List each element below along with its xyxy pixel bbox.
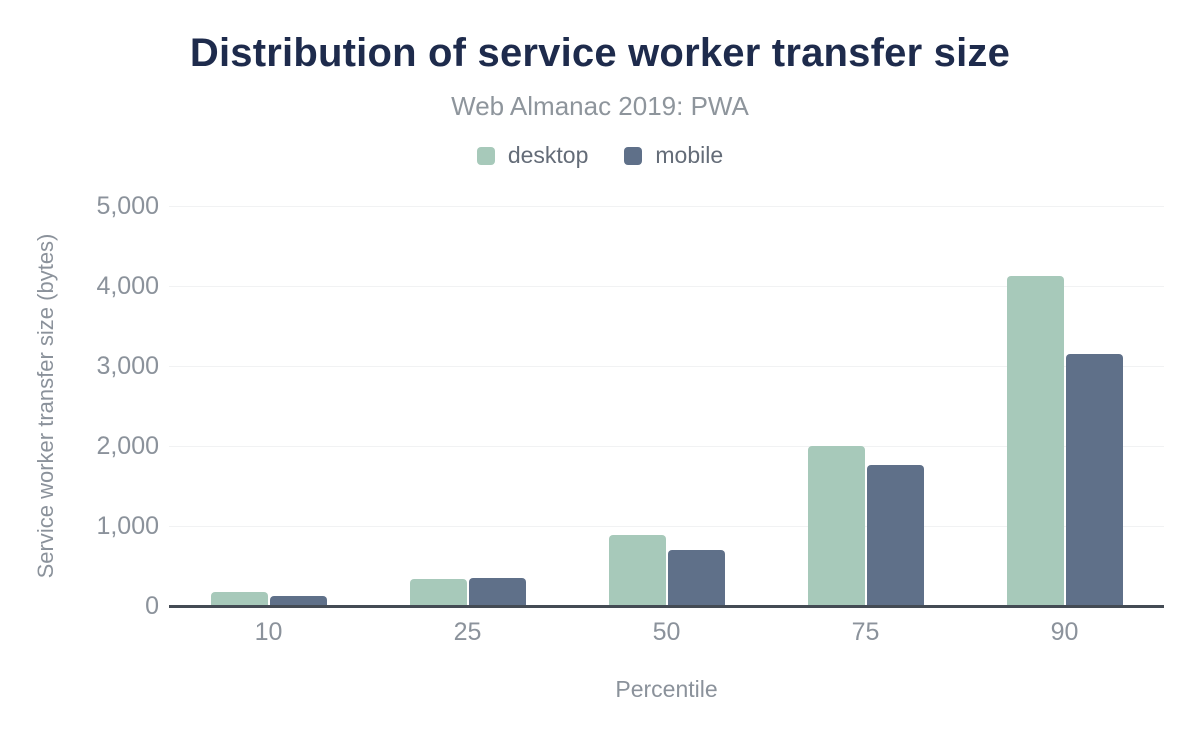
bar-mobile-p75[interactable] — [866, 465, 924, 606]
bar-group-p25 — [368, 206, 567, 606]
bar-mobile-p10[interactable] — [269, 596, 327, 606]
bar-desktop-p50[interactable] — [608, 534, 666, 606]
x-axis-tick-label: 10 — [254, 618, 283, 646]
gridline — [169, 286, 1164, 287]
bar-group-p90 — [965, 206, 1164, 606]
bar-group-p75 — [766, 206, 965, 606]
bar-groups — [169, 206, 1164, 606]
bar-desktop-p10[interactable] — [210, 592, 268, 606]
y-axis-tick-label: 4,000 — [96, 272, 159, 300]
y-axis-tick-label: 3,000 — [96, 352, 159, 380]
x-axis-tick-label: 25 — [453, 618, 482, 646]
chart-title: Distribution of service worker transfer … — [189, 31, 1011, 75]
legend-item-mobile[interactable]: mobile — [624, 142, 723, 169]
legend-swatch-desktop-icon — [476, 146, 495, 165]
legend-item-desktop[interactable]: desktop — [476, 142, 589, 169]
gridline — [169, 446, 1164, 447]
x-axis-tick-label: 50 — [652, 618, 681, 646]
y-axis-tick-label: 1,000 — [96, 512, 159, 540]
y-axis-tick-label: 0 — [145, 592, 159, 620]
legend: desktop mobile — [0, 142, 1200, 169]
x-axis-line — [169, 605, 1164, 608]
gridline — [169, 366, 1164, 367]
bar-desktop-p90[interactable] — [1006, 276, 1064, 606]
bar-group-p10 — [169, 206, 368, 606]
x-axis-title: Percentile — [615, 676, 718, 702]
bar-desktop-p75[interactable] — [807, 446, 865, 606]
x-axis-tick-label: 75 — [851, 618, 880, 646]
legend-label-mobile: mobile — [655, 142, 724, 168]
gridline — [169, 526, 1164, 527]
y-axis-tick-label: 5,000 — [96, 192, 159, 220]
bar-desktop-p25[interactable] — [409, 578, 467, 606]
x-axis-tick-labels: 10 25 50 75 90 — [169, 618, 1164, 647]
legend-label-desktop: desktop — [507, 142, 589, 168]
gridline — [169, 206, 1164, 207]
chart-subtitle: Web Almanac 2019: PWA — [451, 91, 749, 121]
x-axis-tick-label: 90 — [1050, 618, 1079, 646]
y-axis-tick-label: 2,000 — [96, 432, 159, 460]
bar-mobile-p90[interactable] — [1065, 354, 1123, 606]
legend-swatch-mobile-icon — [624, 146, 643, 165]
y-axis-tick-labels: 0 1,000 2,000 3,000 4,000 5,000 — [0, 192, 159, 620]
plot-area — [169, 206, 1164, 608]
bar-mobile-p25[interactable] — [468, 577, 526, 606]
bar-group-p50 — [567, 206, 766, 606]
bar-mobile-p50[interactable] — [667, 550, 725, 606]
